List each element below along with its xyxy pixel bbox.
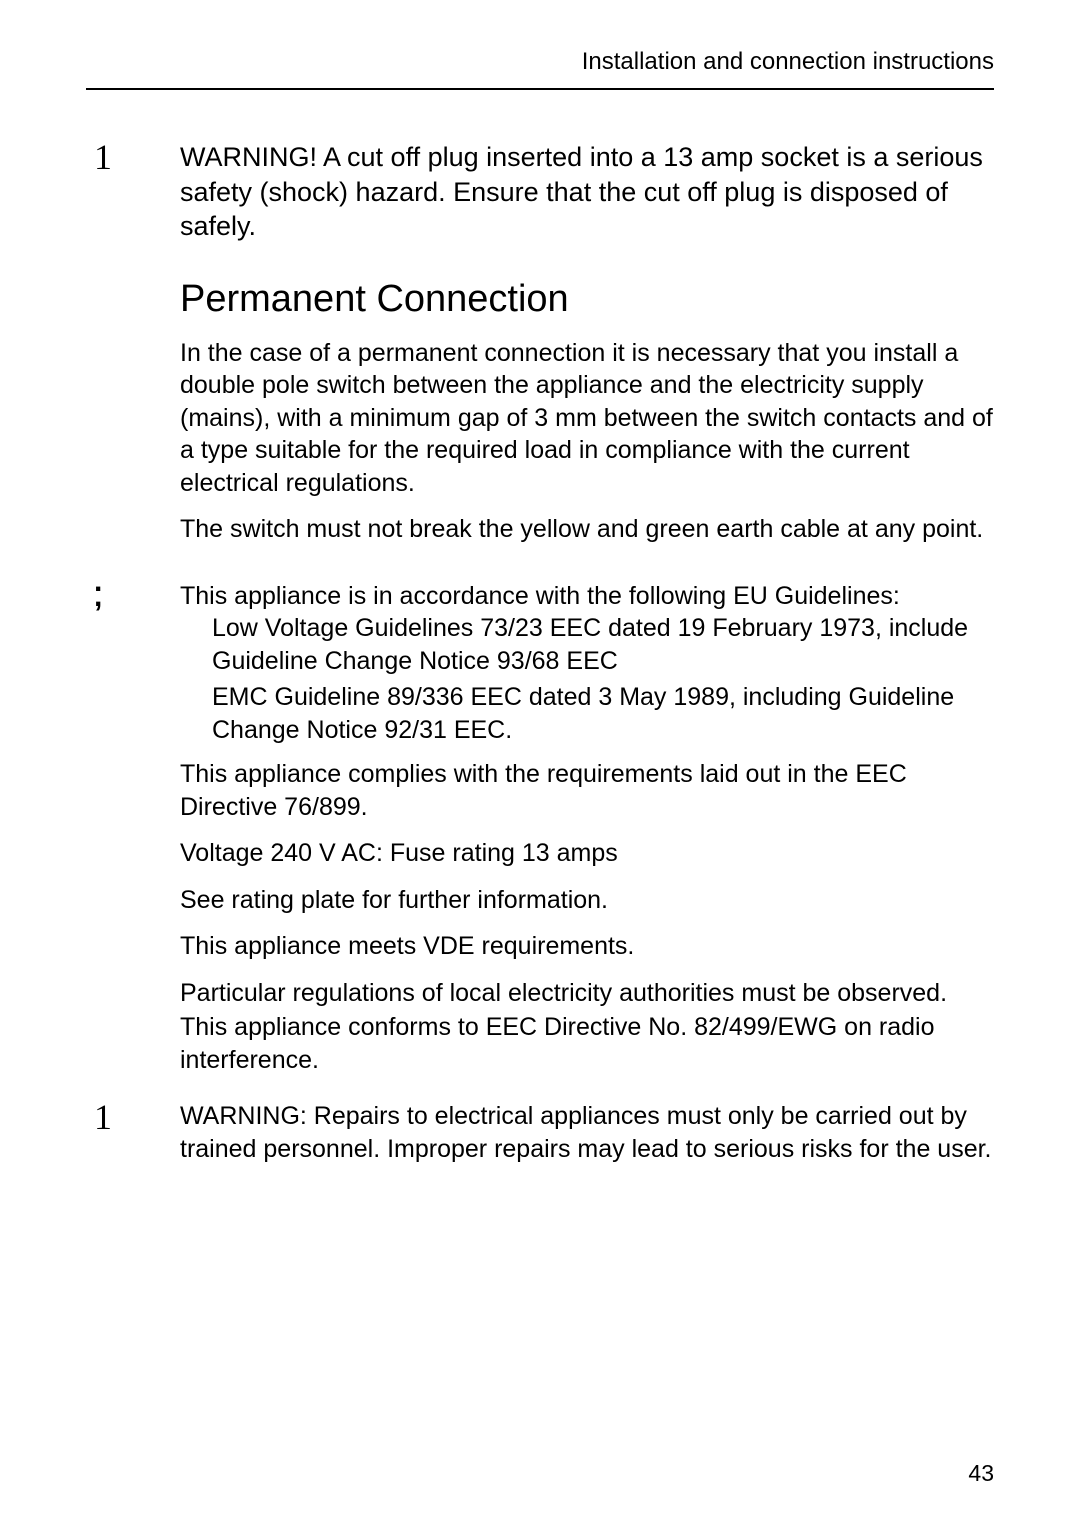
page-header: Installation and connection instructions [86, 48, 994, 90]
compliance-item-1: Low Voltage Guidelines 73/23 EEC dated 1… [180, 612, 994, 677]
page-number: 43 [968, 1460, 994, 1487]
compliance-block: ., This appliance is in accordance with … [180, 580, 994, 1077]
compliance-p4: This appliance meets VDE requirements. [180, 930, 994, 963]
header-title: Installation and connection instructions [582, 48, 994, 75]
warning-label-2: WARNING: [180, 1102, 307, 1130]
compliance-p6: This appliance conforms to EEC Directive… [180, 1011, 994, 1076]
compliance-p2: Voltage 240 V AC: Fuse rating 13 amps [180, 837, 994, 870]
section-para-1: In the case of a permanent connection it… [180, 337, 994, 500]
bullet-marker: ., [94, 574, 102, 604]
warning-text-1: WARNING! A cut off plug inserted into a … [180, 140, 994, 244]
warning-marker-1: 1 [94, 136, 112, 178]
warning-label-1: WARNING! [180, 142, 317, 172]
warning-block-2: 1 WARNING: Repairs to electrical applian… [180, 1100, 994, 1165]
compliance-intro: This appliance is in accordance with the… [180, 580, 994, 613]
page-content: 1 WARNING! A cut off plug inserted into … [86, 140, 994, 1165]
warning-text-2: WARNING: Repairs to electrical appliance… [180, 1100, 994, 1165]
section-para-2: The switch must not break the yellow and… [180, 513, 994, 546]
section-heading: Permanent Connection [180, 278, 994, 321]
compliance-item-2: EMC Guideline 89/336 EEC dated 3 May 198… [180, 681, 994, 746]
compliance-p1: This appliance complies with the require… [180, 758, 994, 823]
warning-marker-2: 1 [94, 1096, 112, 1138]
warning-block-1: 1 WARNING! A cut off plug inserted into … [180, 140, 994, 244]
page: Installation and connection instructions… [0, 0, 1080, 1529]
compliance-p5: Particular regulations of local electric… [180, 977, 994, 1010]
compliance-p3: See rating plate for further information… [180, 884, 994, 917]
